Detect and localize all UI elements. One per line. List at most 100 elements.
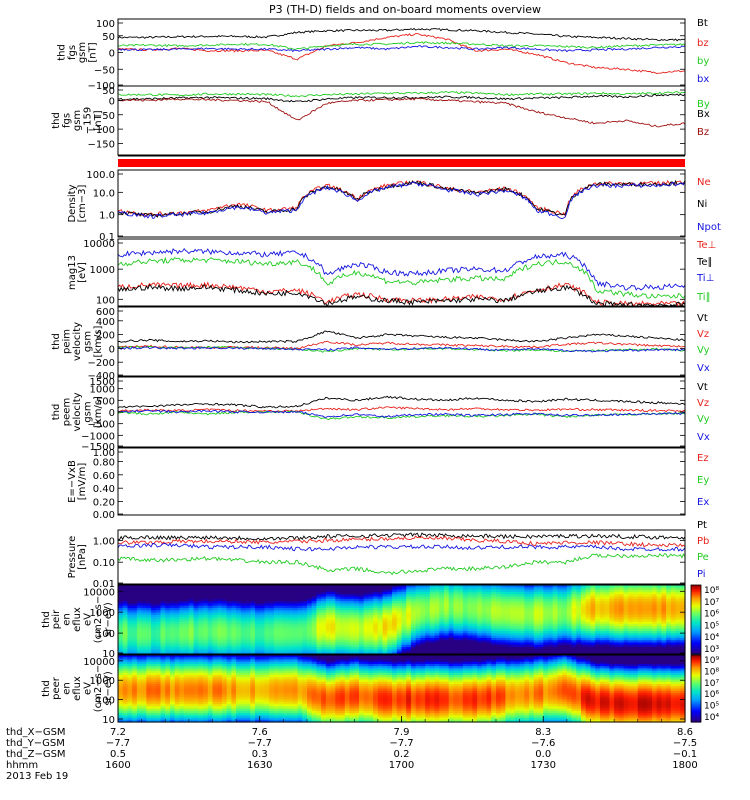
spectrogram-cell <box>283 587 289 591</box>
spectrogram-cell <box>283 624 289 627</box>
spectrogram-cell <box>637 601 644 604</box>
spectrogram-cell <box>552 605 559 609</box>
y-tick-label: 400 <box>96 317 115 328</box>
spectrogram-cell <box>259 717 266 721</box>
spectrogram-cell <box>368 596 374 600</box>
spectrogram-cell <box>609 621 615 625</box>
spectrogram-cell <box>571 647 577 650</box>
spectrogram-cell <box>188 594 195 598</box>
colorbar-tick-label: 10⁵ <box>704 621 719 631</box>
spectrogram-cell <box>236 659 242 663</box>
spectrogram-cell <box>245 633 251 637</box>
spectrogram-cell <box>136 655 143 658</box>
spectrogram-cell <box>585 631 592 634</box>
spectrogram-cell <box>453 601 459 604</box>
spectrogram-cell <box>552 608 559 611</box>
spectrogram-cell <box>670 621 677 625</box>
spectrogram-cell <box>562 651 568 655</box>
spectrogram-cell <box>288 637 294 641</box>
spectrogram-cell <box>207 701 214 705</box>
spectrogram-cell <box>155 605 162 609</box>
spectrogram-cell <box>675 640 681 644</box>
spectrogram-cell <box>633 587 639 591</box>
spectrogram-cell <box>273 657 280 661</box>
spectrogram-cell <box>651 601 658 604</box>
spectrogram-cell <box>666 603 672 607</box>
legend-label: bz <box>697 38 709 49</box>
spectrogram-cell <box>151 708 157 712</box>
spectrogram-cell <box>179 692 185 696</box>
spectrogram-cell <box>307 601 313 604</box>
spectrogram-cell <box>240 591 247 595</box>
spectrogram-cell <box>278 591 284 595</box>
spectrogram-cell <box>344 644 351 648</box>
spectrogram-cell <box>566 603 573 607</box>
spectrogram-cell <box>141 670 147 674</box>
spectrogram-cell <box>122 605 129 609</box>
spectrogram-cell <box>179 608 185 611</box>
spectrogram-cell <box>217 642 223 646</box>
spectrogram-cell <box>340 624 346 627</box>
spectrogram-cell <box>127 649 133 653</box>
spectrogram-cell <box>155 701 162 705</box>
spectrogram-cell <box>358 642 365 646</box>
spectrogram-cell <box>250 690 256 694</box>
spectrogram-cell <box>122 677 129 681</box>
spectrogram-cell <box>585 633 592 637</box>
spectrogram-cell <box>269 695 275 699</box>
spectrogram-cell <box>382 640 388 644</box>
spectrogram-cell <box>373 635 379 639</box>
spectrogram-cell <box>670 642 677 646</box>
spectrogram-cell <box>373 587 379 591</box>
spectrogram-cell <box>184 610 190 614</box>
spectrogram-cell <box>599 624 606 627</box>
spectrogram-cell <box>307 589 313 593</box>
spectrogram-cell <box>174 690 181 694</box>
spectrogram-cell <box>429 612 436 616</box>
spectrogram-cell <box>467 624 473 627</box>
spectrogram-cell <box>212 699 218 703</box>
spectrogram-cell <box>401 608 407 611</box>
spectrogram-cell <box>425 603 431 607</box>
spectrogram-cell <box>132 686 138 690</box>
spectrogram-cell <box>311 626 318 630</box>
spectrogram-cell <box>557 591 563 595</box>
spectrogram-cell <box>179 675 185 678</box>
spectrogram-cell <box>169 591 176 595</box>
spectrogram-cell <box>642 628 648 632</box>
legend-label: Pt <box>697 520 707 531</box>
spectrogram-cell <box>278 619 284 623</box>
spectrogram-cell <box>141 701 147 705</box>
spectrogram-cell <box>552 647 559 650</box>
spectrogram-cell <box>458 651 464 655</box>
spectrogram-cell <box>590 637 596 641</box>
y-axis-label-line: velocity <box>72 322 83 361</box>
spectrogram-cell <box>415 614 421 618</box>
spectrogram-cell <box>666 596 672 600</box>
spectrogram-cell <box>321 633 327 637</box>
spectrogram-cell <box>169 684 176 687</box>
spectrogram-cell <box>401 626 407 630</box>
spectrogram-cell <box>604 635 610 639</box>
spectrogram-cell <box>344 631 351 634</box>
spectrogram-cell <box>259 585 266 588</box>
spectrogram-cell <box>165 624 171 627</box>
spectrogram-cell <box>118 677 124 681</box>
spectrogram-cell <box>184 677 190 681</box>
spectrogram-cell <box>146 589 152 593</box>
spectrogram-cell <box>415 591 421 595</box>
spectrogram-cell <box>269 642 275 646</box>
spectrogram-cell <box>604 649 610 653</box>
series-line-1 <box>118 284 685 306</box>
spectrogram-cell <box>132 684 138 687</box>
spectrogram-cell <box>387 640 393 644</box>
spectrogram-cell <box>132 601 138 604</box>
spectrogram-cell <box>510 628 516 632</box>
spectrogram-cell <box>118 631 124 634</box>
spectrogram-cell <box>278 614 284 618</box>
spectrogram-cell <box>278 710 284 714</box>
panel-frame <box>117 447 686 516</box>
spectrogram-cell <box>656 612 662 616</box>
spectrogram-cell <box>514 608 521 611</box>
spectrogram-cell <box>259 661 266 665</box>
